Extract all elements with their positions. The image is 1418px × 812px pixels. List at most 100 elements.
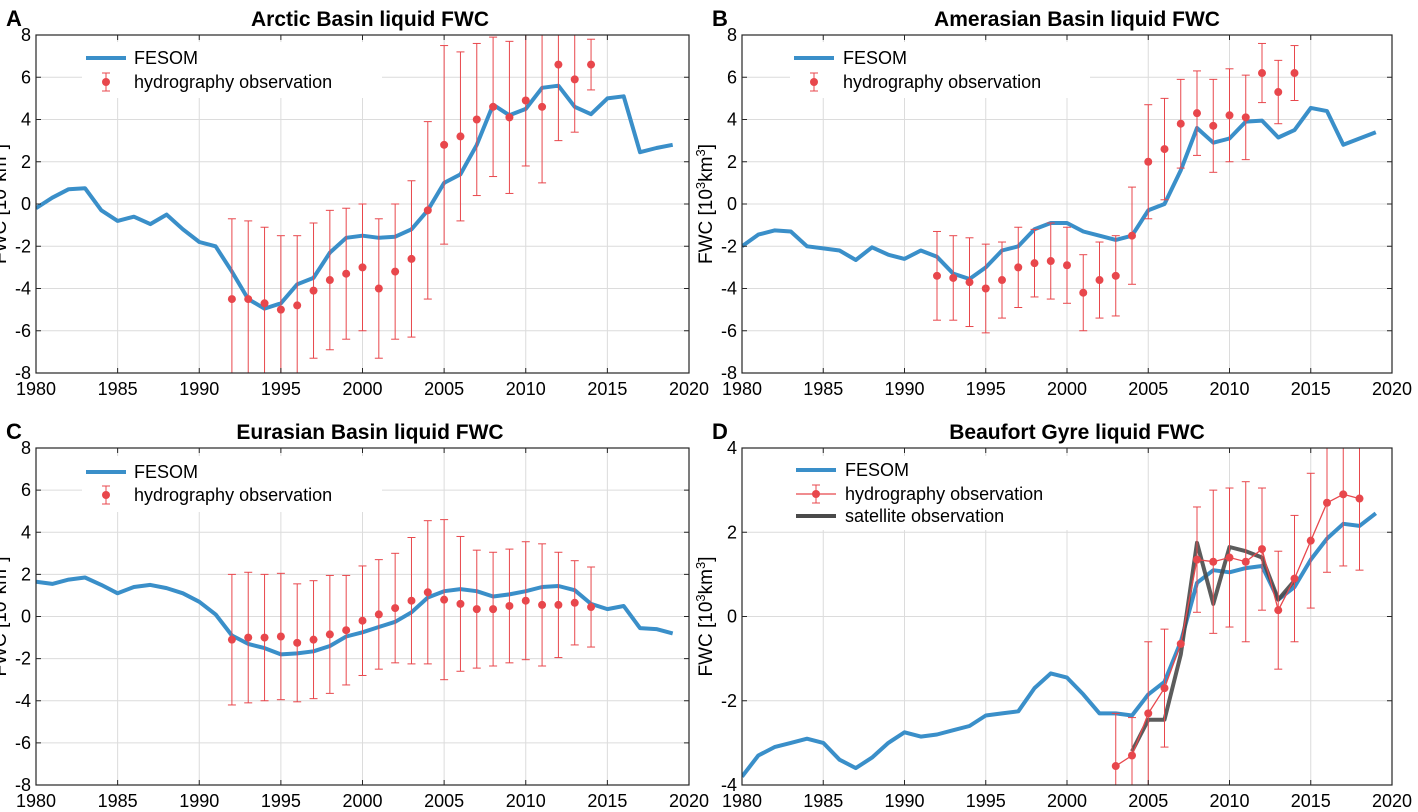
series-layer <box>742 42 1377 334</box>
legend-hydro-marker <box>812 490 820 498</box>
hydrography-point <box>342 626 351 635</box>
panel-d: D Beaufort Gyre liquid FWC 1980 1985 1990 1… <box>693 419 1412 811</box>
fesom-line <box>36 83 674 311</box>
hydrography-point <box>1160 684 1169 693</box>
hydrography-point <box>1241 113 1250 122</box>
y-tick-label: 0 <box>21 194 31 214</box>
hydrography-point <box>358 616 367 625</box>
hydrography-point <box>1193 109 1201 118</box>
legend-box <box>792 456 1092 530</box>
x-tick-label: 1990 <box>884 379 924 399</box>
y-axis-label-part: ] <box>696 144 717 149</box>
panel-b: B Amerasian Basin liquid FWC 1980 1985 199… <box>693 6 1412 399</box>
plot-area: 1980 1985 1990 1995 2000 2005 2010 2015 2020 -8 -6… <box>721 25 1412 399</box>
hydrography-point <box>489 605 498 614</box>
plot-area: 1980 1985 1990 1995 2000 2005 2010 2015 2020 -4 -2… <box>721 438 1412 811</box>
x-tick-label: 2020 <box>1372 379 1412 399</box>
x-tick-label: 2000 <box>1047 791 1087 811</box>
hydrography-point <box>391 267 400 276</box>
x-tick-label: 1980 <box>722 791 762 811</box>
x-tick-label: 2005 <box>1128 791 1168 811</box>
legend-fesom-label: FESOM <box>134 48 198 68</box>
x-tick-label: 2010 <box>1209 791 1249 811</box>
hydrography-point <box>1095 276 1104 285</box>
y-tick-label: -6 <box>15 733 31 753</box>
y-tick-label: 0 <box>21 607 31 627</box>
y-axis-label-part: 3 <box>0 594 2 601</box>
panel-a: A Arctic Basin liquid FWC 1980 1985 1990 19… <box>0 6 709 399</box>
y-tick-label: -4 <box>15 691 31 711</box>
hydrography-point <box>521 96 530 105</box>
hydrography-point <box>1144 709 1153 718</box>
y-axis-label-part: 3 <box>0 149 2 156</box>
y-tick-label: 0 <box>727 194 737 214</box>
legend: FESOM hydrography observation <box>82 42 382 98</box>
hydrography-point <box>440 140 449 149</box>
y-tick-label: -8 <box>15 775 31 795</box>
x-tick-label: 2000 <box>342 791 382 811</box>
y-tick-label: 8 <box>727 25 737 45</box>
y-axis-label-part: 3 <box>693 149 708 156</box>
x-tick-label: 1985 <box>803 791 843 811</box>
hydrography-point <box>276 632 285 641</box>
panel-c: C Eurasian Basin liquid FWC 1980 1985 1990… <box>0 419 709 811</box>
hydrography-point <box>1209 121 1218 130</box>
legend-satellite-label: satellite observation <box>845 506 1004 526</box>
hydrography-point <box>570 75 579 84</box>
y-axis-label-part: 3 <box>693 594 708 601</box>
panel-letter: B <box>712 6 728 31</box>
y-axis-label-part: 3 <box>693 182 708 189</box>
hydrography-point <box>1176 639 1185 648</box>
y-axis-label-part: ] <box>696 556 717 561</box>
hydrography-point <box>391 604 400 613</box>
hydrography-point <box>227 295 236 304</box>
hydrography-point <box>1339 490 1348 499</box>
chart-title: Beaufort Gyre liquid FWC <box>949 421 1205 444</box>
hydrography-point <box>244 633 253 642</box>
y-axis-label-part: FWC [10 <box>0 602 11 677</box>
y-axis-label-part: km <box>696 569 717 594</box>
y-axis-label-part: ] <box>0 144 11 149</box>
hydrography-point <box>1046 257 1055 266</box>
hydrography-point <box>293 638 302 647</box>
hydrography-point <box>358 263 367 272</box>
legend-hydro-label: hydrography observation <box>134 72 332 92</box>
hydrography-point <box>423 588 432 597</box>
x-tick-label: 2000 <box>342 379 382 399</box>
hydrography-line <box>1115 493 1360 767</box>
legend-hydro-marker <box>102 491 110 499</box>
x-tick-label: 1995 <box>966 791 1006 811</box>
hydrography-point <box>1225 553 1234 562</box>
x-tick-label: 1980 <box>722 379 762 399</box>
y-tick-label: 4 <box>727 438 737 458</box>
x-tick-label: 1995 <box>966 379 1006 399</box>
hydrography-point <box>407 596 416 605</box>
panel-letter: D <box>712 419 728 444</box>
legend-fesom-label: FESOM <box>845 460 909 480</box>
y-axis-label: FWC [103km3] <box>0 144 11 264</box>
fesom-line <box>742 511 1378 778</box>
hydrography-point <box>309 286 318 295</box>
hydrography-point <box>227 635 236 644</box>
y-tick-label: 6 <box>21 480 31 500</box>
series-layer <box>742 448 1378 785</box>
hydrography-point <box>293 301 302 310</box>
hydrography-point <box>440 595 449 604</box>
hydrography-point <box>374 284 383 293</box>
hydrography-point <box>538 102 547 111</box>
y-tick-label: -8 <box>15 363 31 383</box>
y-axis-label: FWC [103km3] <box>693 144 717 264</box>
x-tick-label: 2015 <box>587 791 627 811</box>
y-axis-label-part: 3 <box>0 182 2 189</box>
hydrography-point <box>949 273 958 282</box>
hydrography-point <box>472 605 481 614</box>
y-tick-label: -4 <box>721 775 737 795</box>
hydrography-point <box>965 278 974 287</box>
x-tick-label: 1990 <box>179 791 219 811</box>
hydrography-point <box>489 102 498 111</box>
y-axis-label-part: km <box>0 157 11 182</box>
legend-hydro-label: hydrography observation <box>845 484 1043 504</box>
y-axis-label-part: 3 <box>693 562 708 569</box>
y-tick-label: 2 <box>727 152 737 172</box>
